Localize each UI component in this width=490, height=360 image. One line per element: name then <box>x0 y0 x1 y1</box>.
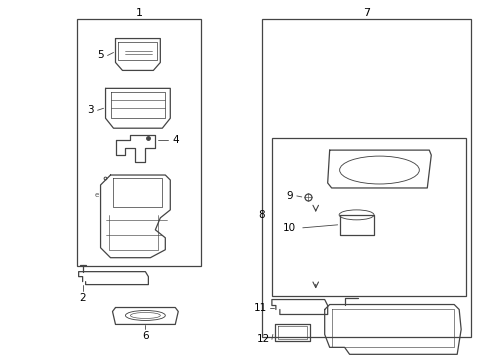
Text: 6: 6 <box>142 332 148 341</box>
Text: 8: 8 <box>259 210 265 220</box>
Text: e: e <box>95 192 98 198</box>
Text: 3: 3 <box>87 105 94 115</box>
Text: 2: 2 <box>79 293 86 302</box>
Text: 1: 1 <box>136 8 143 18</box>
Text: 11: 11 <box>253 302 267 312</box>
Text: 12: 12 <box>257 334 270 345</box>
Text: 10: 10 <box>283 223 296 233</box>
Text: 4: 4 <box>172 135 178 145</box>
Text: 7: 7 <box>363 8 370 18</box>
Bar <box>272 138 466 296</box>
Bar <box>76 19 201 266</box>
Text: 9: 9 <box>287 191 293 201</box>
Bar <box>262 19 471 337</box>
Text: 5: 5 <box>97 50 104 60</box>
